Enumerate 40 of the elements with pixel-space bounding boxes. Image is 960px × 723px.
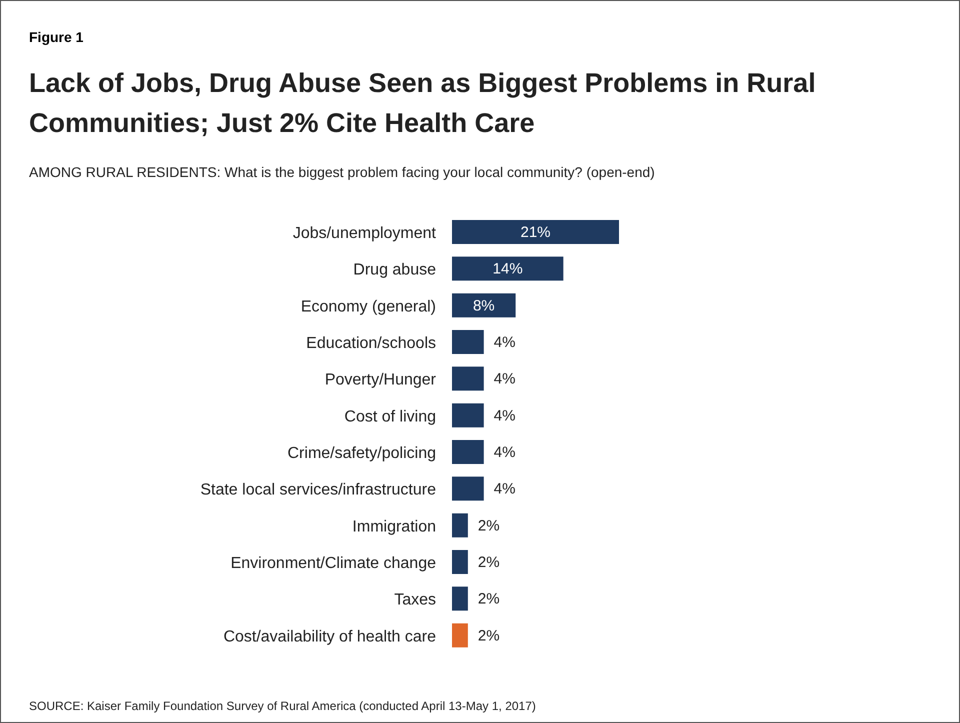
bar (452, 476, 484, 501)
source-note: SOURCE: Kaiser Family Foundation Survey of Rural America (conducted April 13-May 1, 2017) (29, 699, 536, 713)
y-tick-label: Immigration (352, 518, 436, 536)
bar (452, 366, 484, 391)
data-label: 2% (478, 590, 500, 608)
y-tick-label: Cost/availability of health care (223, 628, 436, 646)
y-tick-label: Jobs/unemployment (292, 225, 437, 242)
data-label: 21% (520, 224, 551, 241)
bar (452, 513, 468, 538)
y-tick-label: Crime/safety/policing (288, 445, 436, 462)
y-tick-label: Poverty/Hunger (324, 372, 437, 389)
caption: Figure 1 (29, 29, 84, 45)
data-label: 2% (478, 517, 500, 534)
bar (452, 256, 564, 281)
bar (452, 220, 619, 244)
bar (452, 586, 468, 611)
data-label: 2% (478, 554, 500, 571)
bar (452, 403, 484, 428)
data-label: 4% (494, 334, 516, 351)
bar (452, 623, 468, 648)
data-label: 4% (494, 370, 516, 388)
y-tick-label: Education/schools (306, 335, 436, 352)
data-label: 14% (492, 260, 523, 278)
y-tick-label: Economy (general) (300, 298, 436, 316)
chart-subtitle: AMONG RURAL RESIDENTS: What is the biggest problem facing your local community? (open-end) (29, 164, 655, 180)
y-tick-label: Environment/Climate change (230, 555, 436, 572)
data-label: 8% (472, 297, 495, 314)
y-tick-label: Drug abuse (353, 262, 436, 279)
data-label: 4% (494, 444, 516, 461)
bar (452, 440, 484, 464)
data-label: 2% (478, 627, 500, 644)
y-tick-label: State local services/infrastructure (200, 482, 436, 499)
data-label: 4% (494, 407, 516, 424)
bar (452, 293, 516, 318)
bar (452, 330, 484, 354)
y-tick-label: Taxes (394, 592, 436, 609)
y-tick-label: Cost of living (344, 408, 436, 426)
chart-title: Lack of Jobs, Drug Abuse Seen as Biggest Problems in Rural Communities; Just 2% Cite Health Care (29, 67, 817, 140)
bar (452, 550, 468, 574)
data-label: 4% (494, 480, 516, 498)
